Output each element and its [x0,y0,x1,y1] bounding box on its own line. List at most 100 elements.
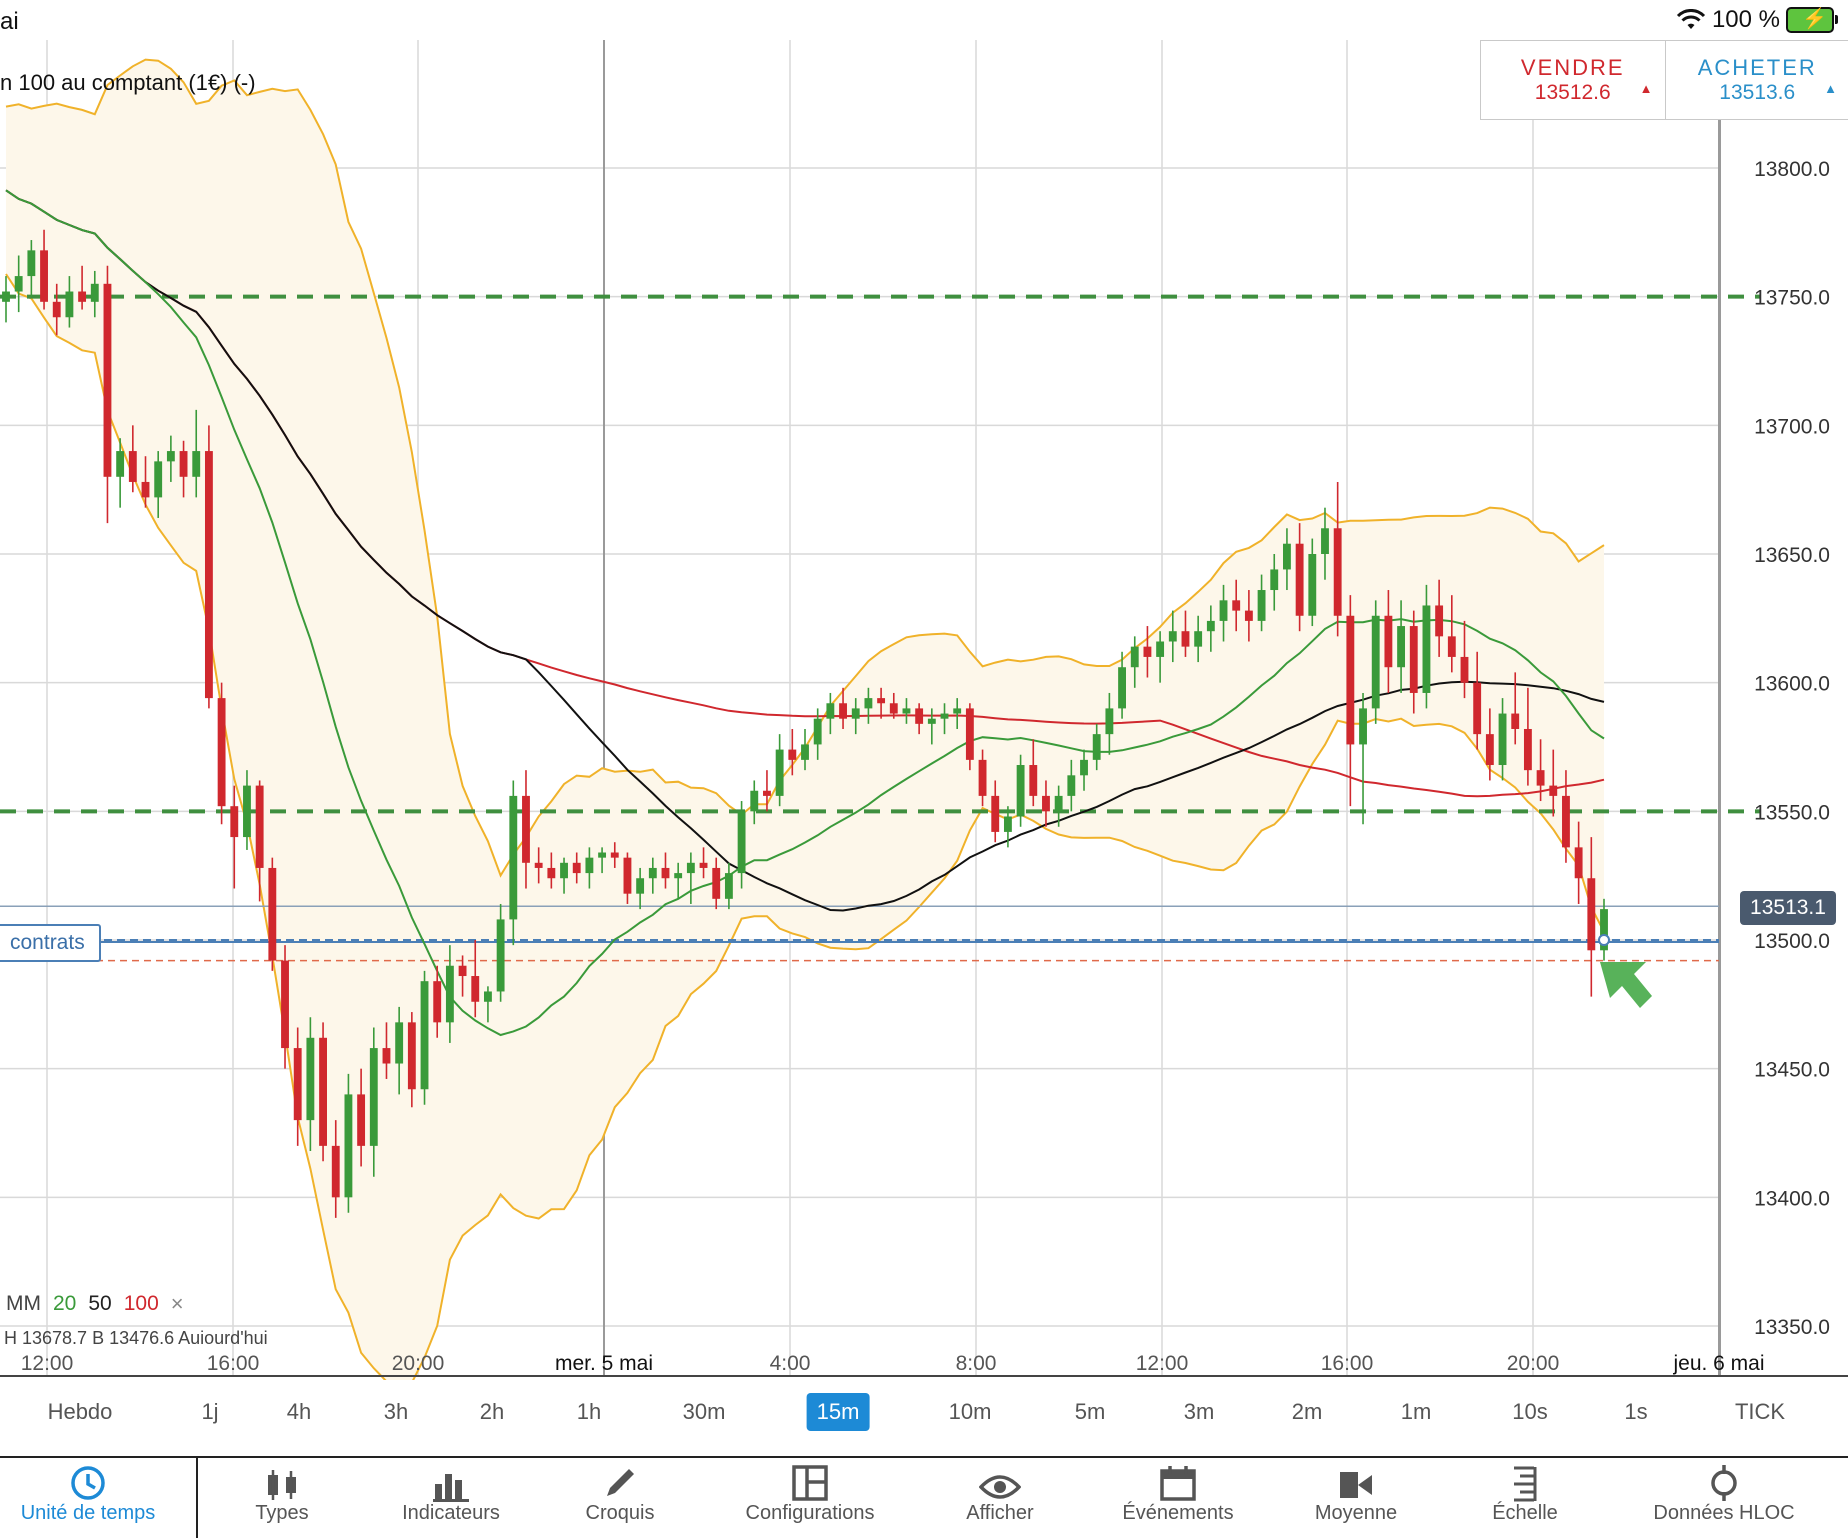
timeframe-1s[interactable]: 1s [1614,1393,1657,1431]
tab-moyenne[interactable]: Moyenne [1266,1458,1446,1525]
candle-body [1575,847,1583,878]
candle-body [1245,611,1253,621]
timeframe-tick[interactable]: TICK [1725,1393,1795,1431]
timeframe-1m[interactable]: 1m [1391,1393,1442,1431]
timeframe-2m[interactable]: 2m [1282,1393,1333,1431]
tab-données-hloc[interactable]: Données HLOC [1634,1458,1814,1525]
candle-body [801,744,809,759]
candle-body [40,250,48,301]
candle-body [852,708,860,718]
tab-configurations[interactable]: Configurations [720,1458,900,1525]
instrument-label: n 100 au comptant (1€) (-) [0,70,256,96]
candle [344,1074,352,1213]
timeframe-10s[interactable]: 10s [1502,1393,1557,1431]
candle-body [1423,605,1431,692]
timeframe-3h[interactable]: 3h [374,1393,418,1431]
tab-afficher[interactable]: Afficher [910,1458,1090,1525]
candle-body [547,868,555,878]
tab-échelle[interactable]: Échelle [1435,1458,1615,1525]
battery-charging-icon: ⚡ [1786,7,1834,33]
timeframe-2h[interactable]: 2h [470,1393,514,1431]
candle-body [1372,616,1380,709]
candle-body [890,703,898,713]
moving-average-legend[interactable]: MM 20 50 100 × [6,1291,184,1317]
candle-body [1296,544,1304,616]
timeframe-3m[interactable]: 3m [1174,1393,1225,1431]
wifi-icon [1676,9,1706,31]
candle-body [687,863,695,873]
candle-body [573,863,581,873]
candle-body [370,1048,378,1146]
tab-types[interactable]: Types [192,1458,372,1525]
candle-body [649,868,657,878]
candle-body [1461,657,1469,683]
timeframe-5m[interactable]: 5m [1065,1393,1116,1431]
candles-icon [192,1458,372,1502]
candle-body [1156,641,1164,656]
timeframe-4h[interactable]: 4h [277,1393,321,1431]
candle-body [674,873,682,878]
candle-body [256,786,264,868]
candle [2,276,10,322]
battery-percentage: 100 % [1712,6,1780,34]
candle-body [763,791,771,796]
bars-icon [361,1458,541,1502]
candle-body [1067,775,1075,796]
candle-body [1232,600,1240,610]
candle-body [116,451,124,477]
candle-body [877,698,885,703]
price-tick-label: 13750.0 [1754,287,1830,310]
scale-icon [1435,1458,1615,1502]
candle-body [1194,631,1202,646]
timeframe-30m[interactable]: 30m [673,1393,736,1431]
candle [230,786,238,889]
candle-body [611,853,619,858]
time-tick-label: 12:00 [21,1352,74,1375]
layout-icon [720,1458,900,1502]
candle-body [1182,631,1190,646]
candle-body [1308,554,1316,616]
timeframe-15m[interactable]: 15m [807,1393,870,1431]
tab-label: Événements [1088,1502,1268,1525]
candle-body [230,806,238,837]
close-icon[interactable]: × [171,1291,184,1317]
tab-événements[interactable]: Événements [1088,1458,1268,1525]
buy-button[interactable]: ACHETER 13513.6 ▲ [1665,41,1848,119]
candle-body [1486,734,1494,765]
entry-arrow-icon [1600,962,1652,1008]
candle-body [1080,760,1088,775]
candle-body [1448,636,1456,657]
position-contracts-label[interactable]: contrats [0,924,101,962]
tab-label: Croquis [530,1502,710,1525]
timeframe-hebdo[interactable]: Hebdo [38,1393,123,1431]
candle-body [1017,765,1025,816]
candle-body [1055,796,1063,811]
candle-body [624,858,632,894]
candle-body [864,698,872,708]
candle-body [446,966,454,1023]
candle-body [1537,770,1545,785]
status-bar-indicators: 100 % ⚡ [1676,6,1834,34]
trade-panel: VENDRE 13512.6 ▲ ACHETER 13513.6 ▲ [1480,40,1848,120]
tab-indicateurs[interactable]: Indicateurs [361,1458,541,1525]
candle-body [294,1048,302,1120]
candle-body [332,1146,340,1197]
candle-body [903,708,911,713]
status-bar-date: ai [0,8,19,36]
candle-body [281,961,289,1048]
sell-button[interactable]: VENDRE 13512.6 ▲ [1481,41,1665,119]
tab-unité-de-temps[interactable]: Unité de temps [0,1458,178,1525]
candle [268,858,276,971]
price-axis[interactable]: 13800.013750.013700.013650.013600.013550… [1720,40,1830,1376]
price-tick-label: 13350.0 [1754,1316,1830,1339]
tab-croquis[interactable]: Croquis [530,1458,710,1525]
tab-label: Échelle [1435,1502,1615,1525]
candle-body [1524,729,1532,770]
candle-body [104,284,112,477]
candle [776,734,784,806]
timeframe-1j[interactable]: 1j [191,1393,228,1431]
timeframe-1h[interactable]: 1h [567,1393,611,1431]
timeframe-10m[interactable]: 10m [939,1393,1002,1431]
price-chart[interactable]: 13800.013750.013700.013650.013600.013550… [0,0,1848,1380]
